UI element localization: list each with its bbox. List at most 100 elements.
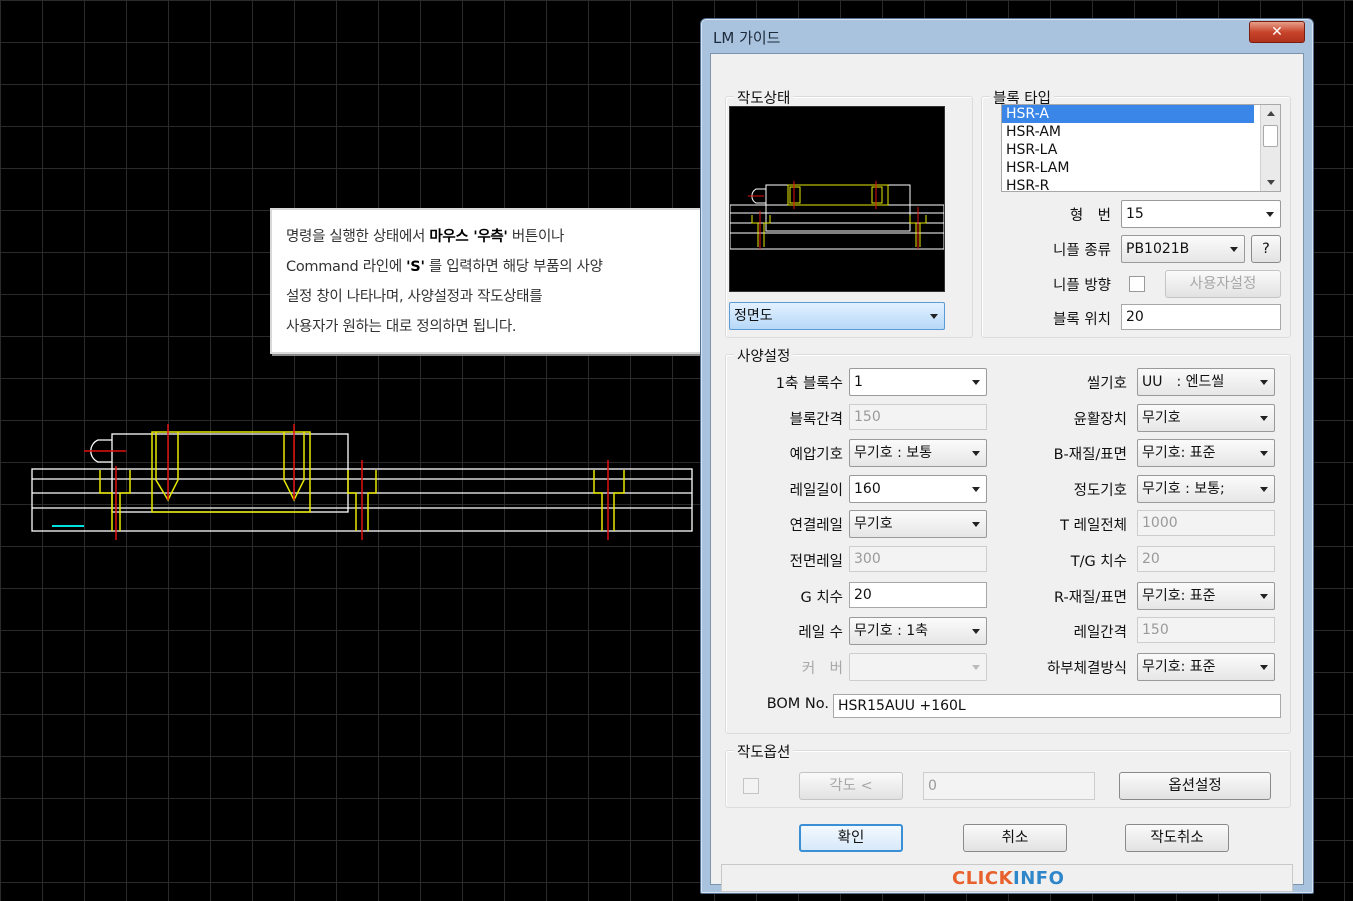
spec-label: 윤활장치: [1073, 412, 1127, 428]
dialog-title: LM 가이드: [713, 29, 781, 47]
chevron-down-icon: [972, 665, 980, 670]
spec-label: 전면레일: [789, 554, 843, 570]
draw-options-title: 작도옵션: [734, 741, 794, 762]
user-setting-button[interactable]: 사용자설정: [1165, 270, 1281, 298]
block-type-title: 블록 타입: [990, 87, 1054, 108]
chevron-down-icon: [930, 314, 938, 319]
cad-drawing: [31, 424, 693, 540]
spec-input[interactable]: 150: [1137, 617, 1275, 643]
spec-combo[interactable]: UU : 엔드씰: [1137, 368, 1275, 396]
spec-combo[interactable]: [849, 653, 987, 681]
preview-drawing: [729, 181, 945, 250]
spec-combo[interactable]: 1: [849, 368, 987, 396]
chevron-down-icon: [972, 522, 980, 527]
spec-combo[interactable]: 무기호: [849, 510, 987, 538]
drawing-state-group: 작도상태: [725, 87, 973, 338]
chevron-down-icon: [1260, 594, 1268, 599]
block-position-input[interactable]: 20: [1121, 304, 1281, 330]
brand-logo: CLICKINFO: [952, 868, 1065, 889]
nipple-direction-label: 니플 방향: [1053, 278, 1111, 294]
spec-group: 사양설정: [725, 345, 1291, 734]
spec-label: 레일길이: [789, 483, 843, 499]
model-combo[interactable]: 15: [1121, 200, 1281, 228]
nipple-type-label: 니플 종류: [1053, 243, 1111, 259]
drawing-state-title: 작도상태: [734, 87, 794, 108]
chevron-down-icon: [972, 380, 980, 385]
spec-label: 블록간격: [789, 412, 843, 428]
listbox-scrollbar[interactable]: [1260, 105, 1280, 191]
spec-combo[interactable]: 무기호: 표준: [1137, 582, 1275, 610]
model-label: 형 번: [1069, 208, 1111, 224]
spec-input[interactable]: 150: [849, 404, 987, 430]
dialog-client: 작도상태: [710, 53, 1304, 892]
chevron-down-icon: [972, 451, 980, 456]
spec-label: 하부체결방식: [1046, 661, 1127, 677]
cancel-drawing-button[interactable]: 작도취소: [1125, 824, 1229, 852]
spec-label: G 치수: [800, 590, 843, 606]
spec-input[interactable]: 20: [849, 582, 987, 608]
angle-input[interactable]: 0: [923, 772, 1095, 800]
spec-label: 예압기호: [789, 447, 843, 463]
chevron-down-icon: [972, 487, 980, 492]
help-button[interactable]: ?: [1251, 235, 1281, 263]
spec-combo[interactable]: 무기호 : 보통;: [1137, 475, 1275, 503]
angle-checkbox[interactable]: [743, 778, 759, 794]
spec-label: 1축 블록수: [775, 376, 843, 392]
callout-line-2: Command 라인에 'S' 를 입력하면 해당 부품의 사양: [286, 259, 603, 275]
spec-input[interactable]: 1000: [1137, 510, 1275, 536]
spec-label: R-재질/표면: [1054, 590, 1127, 606]
scroll-thumb[interactable]: [1263, 125, 1278, 147]
spec-label: T/G 치수: [1070, 554, 1127, 570]
spec-label: 레일간격: [1073, 625, 1127, 641]
chevron-down-icon: [1260, 451, 1268, 456]
spec-title: 사양설정: [734, 345, 794, 366]
option-setting-button[interactable]: 옵션설정: [1119, 772, 1271, 800]
view-combo[interactable]: 정면도: [729, 302, 945, 330]
spec-label: 커 버: [801, 661, 843, 677]
list-item[interactable]: HSR-R: [1006, 178, 1050, 192]
spec-combo[interactable]: 무기호 : 1축: [849, 617, 987, 645]
bom-field[interactable]: HSR15AUU +160L: [833, 694, 1281, 718]
callout-emphasis-key: 'S': [406, 259, 425, 275]
spec-label: B-재질/표면: [1053, 447, 1127, 463]
spec-combo[interactable]: 무기호: [1137, 404, 1275, 432]
list-item[interactable]: HSR-A: [1002, 105, 1254, 123]
center-lines: [84, 424, 609, 540]
chevron-down-icon: [1260, 380, 1268, 385]
list-item[interactable]: HSR-AM: [1006, 124, 1061, 140]
scroll-down-icon[interactable]: [1267, 180, 1275, 185]
list-item[interactable]: HSR-LA: [1006, 142, 1058, 158]
instruction-callout: 명령을 실행한 상태에서 마우스 '우측' 버튼이나 Command 라인에 '…: [270, 208, 702, 354]
preview-canvas: [729, 106, 945, 292]
chevron-down-icon: [972, 629, 980, 634]
callout-line-3: 설정 창이 나타나며, 사양설정과 작도상태를: [286, 289, 543, 305]
chevron-down-icon: [1266, 212, 1274, 217]
close-icon: ✕: [1271, 24, 1283, 40]
spec-input[interactable]: 20: [1137, 546, 1275, 572]
spec-input[interactable]: 300: [849, 546, 987, 572]
ok-button[interactable]: 확인: [799, 824, 903, 852]
spec-combo[interactable]: 160: [849, 475, 987, 503]
nipple-direction-checkbox[interactable]: [1129, 276, 1145, 292]
spec-label: T 레일전체: [1060, 518, 1127, 534]
help-icon: ?: [1262, 241, 1270, 257]
block-position-label: 블록 위치: [1053, 312, 1111, 328]
nipple-type-combo[interactable]: PB1021B: [1121, 235, 1245, 263]
dialog-titlebar[interactable]: LM 가이드 ✕: [701, 19, 1313, 53]
spec-label: 정도기호: [1073, 483, 1127, 499]
spec-combo[interactable]: 무기호: 표준: [1137, 653, 1275, 681]
angle-button[interactable]: 각도 <: [799, 772, 903, 800]
block-type-listbox[interactable]: HSR-A HSR-AM HSR-LA HSR-LAM HSR-R: [1001, 104, 1281, 192]
close-button[interactable]: ✕: [1249, 21, 1305, 43]
scroll-up-icon[interactable]: [1267, 111, 1275, 116]
spec-label: 레일 수: [798, 625, 843, 641]
spec-label: 연결레일: [789, 518, 843, 534]
spec-combo[interactable]: 무기호: 표준: [1137, 439, 1275, 467]
lm-guide-dialog: LM 가이드 ✕ 작도상태: [700, 18, 1314, 894]
block-parts: [99, 431, 625, 531]
list-item[interactable]: HSR-LAM: [1006, 160, 1070, 176]
spec-combo[interactable]: 무기호 : 보통: [849, 439, 987, 467]
chevron-down-icon: [1260, 487, 1268, 492]
cancel-button[interactable]: 취소: [963, 824, 1067, 852]
bom-label: BOM No.: [766, 696, 829, 712]
